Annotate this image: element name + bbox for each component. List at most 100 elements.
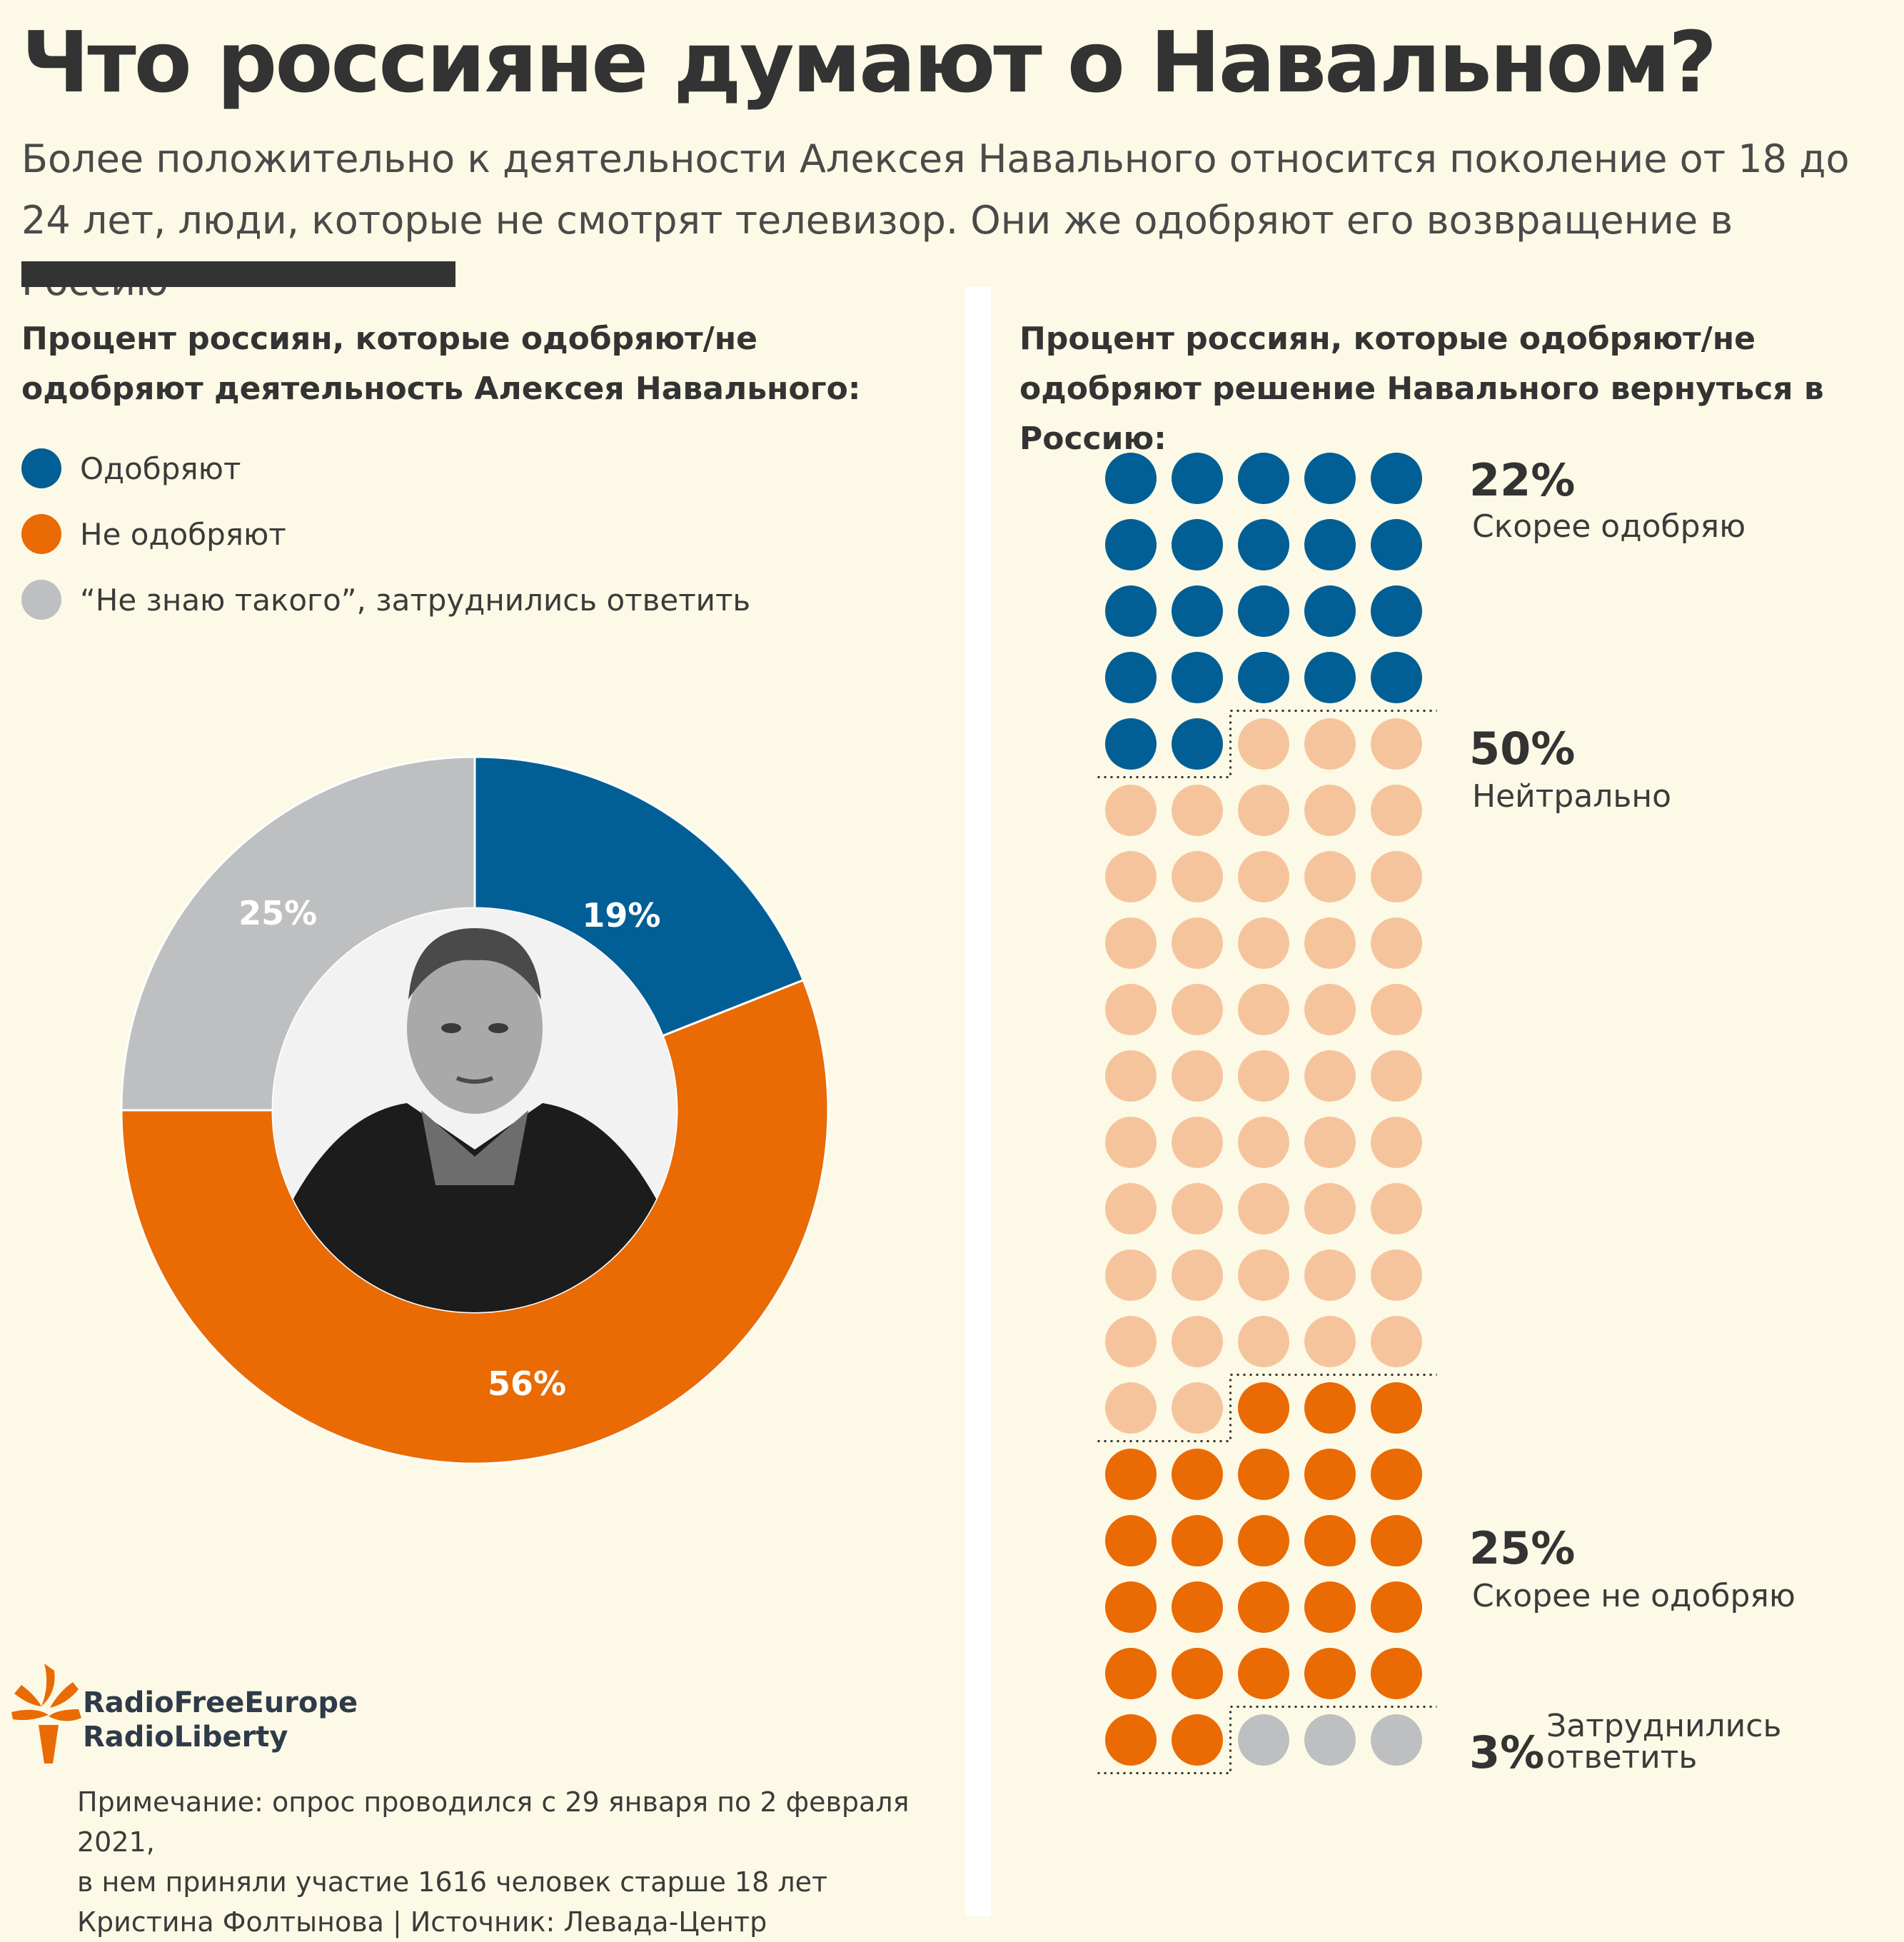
waffle-dot — [1105, 1515, 1157, 1566]
waffle-dot — [1105, 585, 1157, 637]
waffle-dot — [1105, 1117, 1157, 1168]
donut-chart-title: Процент россиян, которые одобряют/не одо… — [21, 321, 861, 407]
waffle-dot — [1105, 1183, 1157, 1234]
waffle-dot — [1105, 453, 1157, 504]
waffle-dot — [1371, 585, 1422, 637]
waffle-dot — [1304, 1183, 1356, 1234]
legend-item-approve: Одобряют — [21, 448, 241, 488]
waffle-dot — [1304, 1714, 1356, 1766]
waffle-dot — [1105, 519, 1157, 570]
waffle-dot — [1105, 652, 1157, 703]
waffle-dot — [1304, 1316, 1356, 1367]
waffle-dot — [1105, 1648, 1157, 1699]
waffle-dot — [1238, 1382, 1289, 1434]
waffle-dot — [1172, 1249, 1223, 1301]
waffle-dot — [1172, 1050, 1223, 1102]
legend-dot-unknown-icon — [21, 580, 61, 620]
waffle-dot — [1172, 1316, 1223, 1367]
waffle-dot — [1238, 1183, 1289, 1234]
waffle-dot — [1304, 1382, 1356, 1434]
waffle-dot — [1371, 1249, 1422, 1301]
waffle-dot — [1371, 1581, 1422, 1633]
waffle-dot — [1304, 1449, 1356, 1500]
waffle-dot — [1238, 1249, 1289, 1301]
waffle-dot — [1304, 1648, 1356, 1699]
waffle-dot — [1304, 1515, 1356, 1566]
waffle-dot — [1238, 1515, 1289, 1566]
waffle-dot — [1371, 917, 1422, 969]
waffle-dot — [1304, 453, 1356, 504]
waffle-dot — [1371, 984, 1422, 1035]
legend-label-disapprove: Не одобряют — [80, 516, 286, 552]
waffle-dot — [1238, 1117, 1289, 1168]
waffle-dot — [1371, 453, 1422, 504]
waffle-dot — [1105, 1249, 1157, 1301]
donut-label-unknown: 25% — [238, 894, 317, 932]
waffle-separator — [1097, 710, 1437, 778]
waffle-dot — [1172, 984, 1223, 1035]
legend-dot-approve-icon — [21, 448, 61, 488]
waffle-dot — [1172, 718, 1223, 770]
page-title: Что россияне думают о Навальном? — [21, 13, 1717, 111]
waffle-dot — [1172, 1382, 1223, 1434]
waffle-dot — [1172, 785, 1223, 836]
waffle-dot — [1172, 1449, 1223, 1500]
waffle-dot — [1304, 984, 1356, 1035]
waffle-dot — [1304, 851, 1356, 902]
waffle-pct-unknown: 3% — [1469, 1726, 1545, 1779]
waffle-dot — [1238, 1714, 1289, 1766]
legend-label-unknown: “Не знаю такого”, затруднились ответить — [80, 582, 751, 618]
waffle-pct-neutral: 50% — [1469, 723, 1576, 775]
waffle-dot — [1304, 1117, 1356, 1168]
waffle-dot — [1371, 1515, 1422, 1566]
waffle-dot — [1238, 519, 1289, 570]
waffle-dot — [1105, 785, 1157, 836]
waffle-dot — [1238, 1316, 1289, 1367]
waffle-dot — [1238, 785, 1289, 836]
torch-icon — [11, 1664, 81, 1764]
waffle-dot — [1238, 718, 1289, 770]
waffle-dot — [1172, 585, 1223, 637]
donut-label-disapprove: 56% — [488, 1364, 566, 1403]
waffle-dot — [1172, 453, 1223, 504]
footnote-line-2: в нем приняли участие 1616 человек старш… — [77, 1866, 828, 1898]
waffle-dot — [1172, 917, 1223, 969]
donut-label-approve: 19% — [582, 896, 660, 935]
waffle-dot — [1371, 652, 1422, 703]
waffle-dot — [1238, 1648, 1289, 1699]
waffle-dot — [1304, 519, 1356, 570]
legend-item-disapprove: Не одобряют — [21, 514, 286, 554]
waffle-dot — [1105, 984, 1157, 1035]
waffle-dot — [1238, 1581, 1289, 1633]
waffle-dot — [1172, 1515, 1223, 1566]
waffle-dot — [1105, 1581, 1157, 1633]
legend-label-approve: Одобряют — [80, 451, 241, 486]
waffle-dot — [1304, 917, 1356, 969]
waffle-dot — [1238, 453, 1289, 504]
donut-chart: 19% 56% 25% — [120, 755, 830, 1465]
waffle-dot — [1105, 1050, 1157, 1102]
waffle-dot — [1304, 652, 1356, 703]
waffle-dot — [1105, 1382, 1157, 1434]
footnote-source: Кристина Фолтынова | Источник: Левада-Це… — [77, 1906, 767, 1938]
footnote-line-1: Примечание: опрос проводился с 29 января… — [77, 1786, 910, 1858]
waffle-dot — [1105, 1714, 1157, 1766]
waffle-dot — [1371, 1714, 1422, 1766]
waffle-dot — [1371, 1382, 1422, 1434]
waffle-dot — [1304, 585, 1356, 637]
waffle-dot — [1238, 917, 1289, 969]
legend-dot-disapprove-icon — [21, 514, 61, 554]
waffle-dot — [1371, 785, 1422, 836]
logo-line-2: RadioLiberty — [83, 1721, 288, 1754]
waffle-dot — [1172, 1581, 1223, 1633]
legend-item-unknown: “Не знаю такого”, затруднились ответить — [21, 580, 750, 620]
waffle-dot — [1238, 585, 1289, 637]
waffle-dot — [1304, 785, 1356, 836]
waffle-dot — [1371, 1449, 1422, 1500]
footnote: Примечание: опрос проводился с 29 января… — [77, 1782, 969, 1942]
waffle-dot — [1172, 1648, 1223, 1699]
column-divider — [965, 287, 991, 1916]
waffle-dot — [1172, 519, 1223, 570]
waffle-dot — [1371, 1316, 1422, 1367]
waffle-pct-approve: 22% — [1469, 454, 1576, 506]
